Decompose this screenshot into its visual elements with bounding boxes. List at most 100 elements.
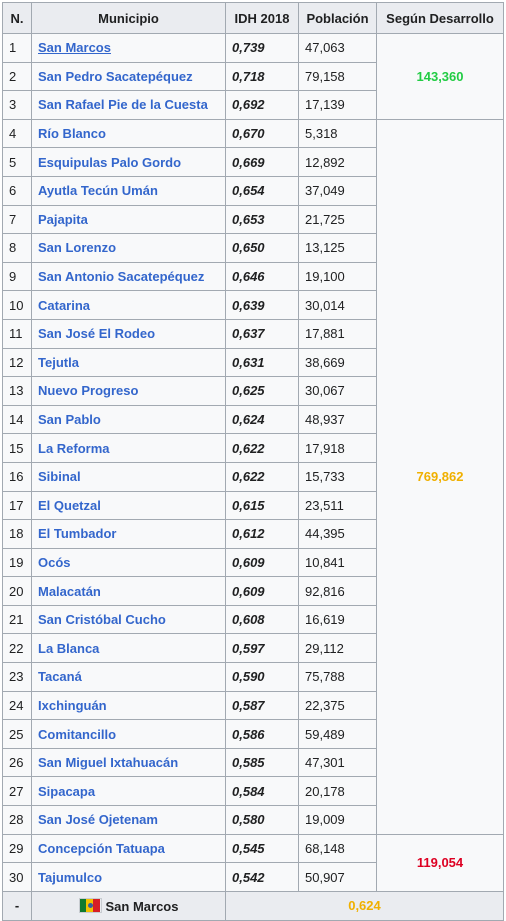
- desarrollo-group-total: 769,862: [376, 118, 504, 835]
- idh-value: 0,622: [225, 433, 299, 463]
- municipio-link[interactable]: San José Ojetenam: [38, 812, 158, 828]
- poblacion-value: 79,158: [298, 61, 377, 92]
- municipio-link[interactable]: San Antonio Sacatepéquez: [38, 269, 205, 285]
- poblacion-value: 17,139: [298, 90, 377, 120]
- municipio-link[interactable]: Tacaná: [38, 669, 82, 685]
- table-row: 27 Sipacapa 0,584 20,178: [2, 776, 504, 807]
- municipio-cell: Río Blanco: [31, 118, 226, 149]
- idh-value: 0,650: [225, 233, 299, 263]
- municipio-link[interactable]: Ixchinguán: [38, 697, 107, 713]
- municipio-link[interactable]: Pajapita: [38, 211, 88, 227]
- row-number: 25: [2, 719, 32, 749]
- idh-value: 0,587: [225, 690, 299, 721]
- table-row: 11 San José El Rodeo 0,637 17,881: [2, 318, 504, 349]
- municipio-link[interactable]: Ayutla Tecún Umán: [38, 183, 158, 199]
- municipio-link[interactable]: Nuevo Progreso: [38, 383, 139, 399]
- municipio-link[interactable]: Ocós: [38, 554, 71, 570]
- row-number: 5: [2, 147, 32, 177]
- table-row: 2 San Pedro Sacatepéquez 0,718 79,158: [2, 61, 504, 92]
- municipio-link[interactable]: Malacatán: [38, 583, 101, 599]
- department-total-row: - San Marcos 0,624: [2, 890, 504, 921]
- municipio-link[interactable]: Catarina: [38, 297, 91, 313]
- municipio-link[interactable]: Comitancillo: [38, 726, 117, 742]
- municipio-link[interactable]: El Tumbador: [38, 526, 117, 542]
- poblacion-value: 44,395: [298, 519, 377, 549]
- municipio-link[interactable]: San Miguel Ixtahuacán: [38, 755, 179, 771]
- idh-value: 0,590: [225, 662, 299, 692]
- municipio-link[interactable]: Esquipulas Palo Gordo: [38, 154, 182, 170]
- row-number: 21: [2, 604, 32, 635]
- municipio-link[interactable]: San Rafael Pie de la Cuesta: [38, 97, 208, 113]
- idh-value: 0,542: [225, 862, 299, 892]
- municipio-cell: La Reforma: [31, 433, 226, 463]
- desarrollo-group-total: 119,054: [376, 833, 504, 892]
- table-row: 1 San Marcos 0,739 47,063 143,360: [2, 33, 504, 120]
- municipio-link[interactable]: La Reforma: [38, 440, 110, 456]
- poblacion-value: 13,125: [298, 233, 377, 263]
- municipio-cell: San Miguel Ixtahuacán: [31, 747, 226, 778]
- poblacion-value: 48,937: [298, 404, 377, 435]
- header-n[interactable]: N.: [2, 2, 32, 34]
- municipio-link[interactable]: San Pablo: [38, 412, 101, 428]
- row-number: 8: [2, 233, 32, 263]
- municipio-link[interactable]: San Pedro Sacatepéquez: [38, 68, 193, 84]
- table-row: 3 San Rafael Pie de la Cuesta 0,692 17,139: [2, 90, 504, 120]
- row-number: 28: [2, 805, 32, 835]
- row-number: 11: [2, 318, 32, 349]
- row-number: 29: [2, 833, 32, 864]
- municipio-link[interactable]: La Blanca: [38, 640, 100, 656]
- municipio-cell: Comitancillo: [31, 719, 226, 749]
- municipio-link[interactable]: San Lorenzo: [38, 240, 117, 256]
- municipio-cell: Nuevo Progreso: [31, 376, 226, 406]
- poblacion-value: 12,892: [298, 147, 377, 177]
- row-number: 13: [2, 376, 32, 406]
- guatemala-flag-icon: [78, 897, 102, 913]
- poblacion-value: 16,619: [298, 604, 377, 635]
- header-municipio[interactable]: Municipio: [31, 2, 226, 34]
- department-link[interactable]: San Marcos: [105, 898, 179, 914]
- municipio-link[interactable]: Tajumulco: [38, 869, 103, 885]
- header-row: N. Municipio IDH 2018 Población Según De…: [2, 2, 504, 34]
- municipio-cell: Malacatán: [31, 576, 226, 606]
- table-row: 23 Tacaná 0,590 75,788: [2, 662, 504, 692]
- municipio-cell: San Lorenzo: [31, 233, 226, 263]
- municipio-link[interactable]: San Marcos: [38, 40, 111, 56]
- row-number: 3: [2, 90, 32, 120]
- footer-n: -: [2, 890, 32, 921]
- idh-value: 0,584: [225, 776, 299, 807]
- idh-value: 0,545: [225, 833, 299, 864]
- municipio-cell: San Cristóbal Cucho: [31, 604, 226, 635]
- row-number: 1: [2, 33, 32, 63]
- municipio-link[interactable]: Concepción Tatuapa: [38, 840, 165, 856]
- idh-value: 0,615: [225, 490, 299, 521]
- idh-value: 0,585: [225, 747, 299, 778]
- municipio-link[interactable]: San José El Rodeo: [38, 326, 156, 342]
- poblacion-value: 10,841: [298, 547, 377, 578]
- idh-value: 0,739: [225, 33, 299, 63]
- poblacion-value: 50,907: [298, 862, 377, 892]
- idh-value: 0,612: [225, 519, 299, 549]
- municipio-link[interactable]: Río Blanco: [38, 126, 106, 142]
- poblacion-value: 21,725: [298, 204, 377, 235]
- table-row: 30 Tajumulco 0,542 50,907: [2, 862, 504, 892]
- row-number: 20: [2, 576, 32, 606]
- poblacion-value: 47,063: [298, 33, 377, 63]
- poblacion-value: 30,014: [298, 290, 377, 320]
- municipio-link[interactable]: San Cristóbal Cucho: [38, 612, 166, 628]
- header-idh[interactable]: IDH 2018: [225, 2, 299, 34]
- municipio-link[interactable]: El Quetzal: [38, 497, 101, 513]
- idh-value: 0,625: [225, 376, 299, 406]
- poblacion-value: 15,733: [298, 461, 377, 492]
- poblacion-value: 5,318: [298, 118, 377, 149]
- municipio-link[interactable]: Sibinal: [38, 469, 81, 485]
- poblacion-value: 38,669: [298, 347, 377, 378]
- header-poblacion[interactable]: Población: [298, 2, 377, 34]
- municipio-cell: Tacaná: [31, 662, 226, 692]
- row-number: 17: [2, 490, 32, 521]
- table-row: 12 Tejutla 0,631 38,669: [2, 347, 504, 378]
- municipio-link[interactable]: Tejutla: [38, 354, 79, 370]
- municipio-link[interactable]: Sipacapa: [38, 783, 96, 799]
- row-number: 30: [2, 862, 32, 892]
- poblacion-value: 75,788: [298, 662, 377, 692]
- header-desarrollo[interactable]: Según Desarrollo: [376, 2, 504, 34]
